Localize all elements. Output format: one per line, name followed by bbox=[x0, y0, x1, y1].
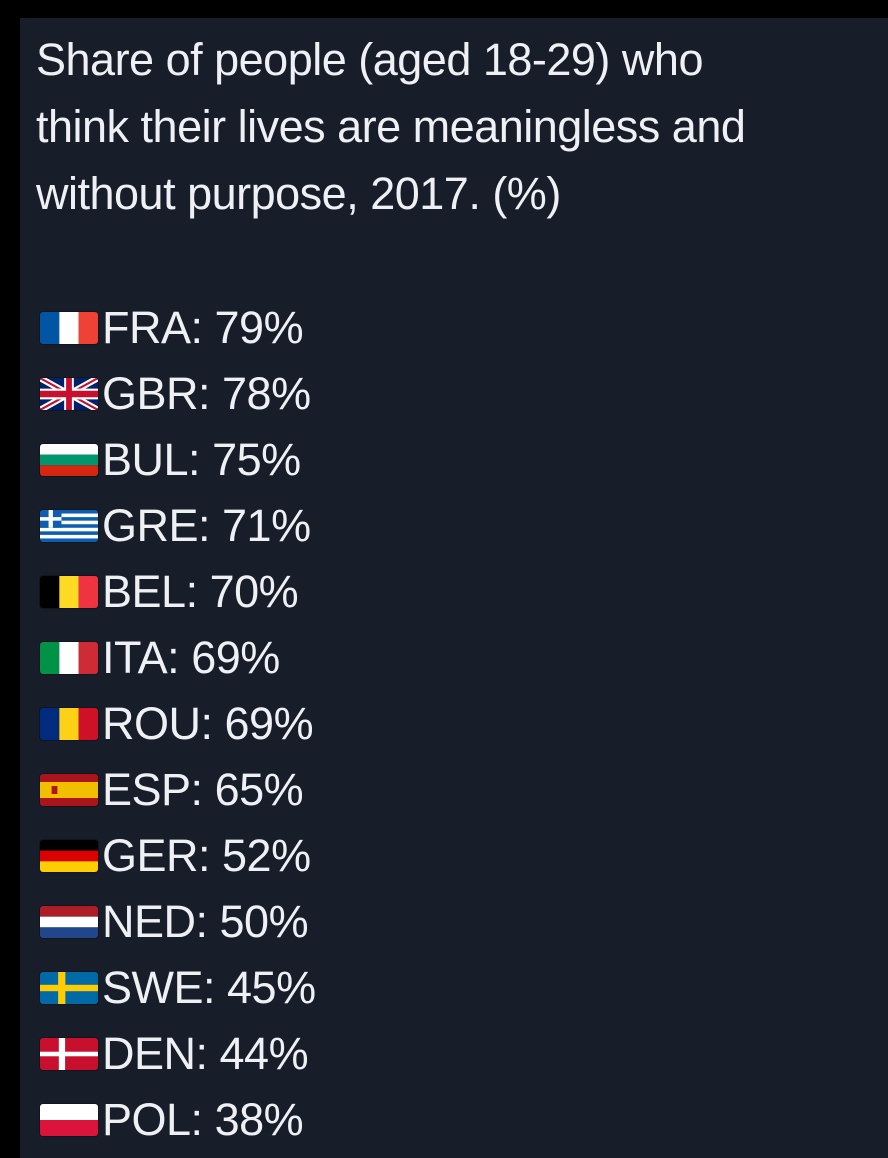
list-item-den: DEN: 44% bbox=[40, 1021, 316, 1087]
france-flag-icon bbox=[40, 312, 98, 344]
country-value: 50% bbox=[219, 896, 309, 947]
bulgaria-flag-icon bbox=[40, 444, 98, 476]
country-value: 52% bbox=[222, 830, 311, 881]
country-value: 38% bbox=[214, 1094, 304, 1145]
country-value: 71% bbox=[222, 500, 311, 551]
country-value: 69% bbox=[191, 632, 280, 683]
title-line-1: Share of people (aged 18-29) who bbox=[36, 34, 703, 85]
germany-flag-icon bbox=[40, 840, 98, 872]
list-item-fra: FRA: 79% bbox=[40, 295, 316, 361]
post-title: Share of people (aged 18-29) who think t… bbox=[36, 26, 888, 227]
country-code: FRA bbox=[102, 302, 191, 353]
country-value: 65% bbox=[214, 764, 304, 815]
country-code: NED bbox=[102, 896, 196, 947]
country-code: POL bbox=[102, 1094, 191, 1145]
country-code: GER bbox=[102, 830, 199, 881]
list-item-bul: BUL: 75% bbox=[40, 427, 316, 493]
country-code: ROU bbox=[102, 698, 201, 749]
netherlands-flag-icon bbox=[40, 906, 98, 938]
country-code: DEN bbox=[102, 1028, 196, 1079]
country-code: BEL bbox=[102, 566, 186, 617]
country-value: 78% bbox=[222, 368, 311, 419]
greece-flag-icon bbox=[40, 510, 98, 542]
country-code: BUL bbox=[102, 434, 189, 485]
country-value: 45% bbox=[227, 962, 316, 1013]
denmark-flag-icon bbox=[40, 1038, 98, 1070]
belgium-flag-icon bbox=[40, 576, 98, 608]
list-item-gbr: GBR: 78% bbox=[40, 361, 316, 427]
country-value: 79% bbox=[214, 302, 304, 353]
country-value: 69% bbox=[224, 698, 314, 749]
post-card: Share of people (aged 18-29) who think t… bbox=[20, 18, 888, 1158]
sweden-flag-icon bbox=[40, 972, 98, 1004]
list-item-bel: BEL: 70% bbox=[40, 559, 316, 625]
list-item-gre: GRE: 71% bbox=[40, 493, 316, 559]
list-item-esp: ESP: 65% bbox=[40, 757, 316, 823]
list-item-ita: ITA: 69% bbox=[40, 625, 316, 691]
list-item-rou: ROU: 69% bbox=[40, 691, 316, 757]
country-code: GRE bbox=[102, 500, 199, 551]
list-item-ned: NED: 50% bbox=[40, 889, 316, 955]
country-list: FRA: 79% GBR: 78% BUL: 75% GRE: 71% BEL:… bbox=[40, 295, 316, 1153]
country-code: ESP bbox=[102, 764, 191, 815]
country-code: GBR bbox=[102, 368, 199, 419]
country-value: 70% bbox=[209, 566, 299, 617]
list-item-pol: POL: 38% bbox=[40, 1087, 316, 1153]
spain-flag-icon bbox=[40, 774, 98, 806]
list-item-ger: GER: 52% bbox=[40, 823, 316, 889]
title-line-3: without purpose, 2017. (%) bbox=[36, 168, 561, 219]
romania-flag-icon bbox=[40, 708, 98, 740]
italy-flag-icon bbox=[40, 642, 98, 674]
country-code: ITA bbox=[102, 632, 168, 683]
list-item-swe: SWE: 45% bbox=[40, 955, 316, 1021]
country-value: 44% bbox=[219, 1028, 309, 1079]
country-code: SWE bbox=[102, 962, 204, 1013]
uk-flag-icon bbox=[40, 378, 98, 410]
title-line-2: think their lives are meaningless and bbox=[36, 101, 746, 152]
poland-flag-icon bbox=[40, 1104, 98, 1136]
country-value: 75% bbox=[212, 434, 301, 485]
